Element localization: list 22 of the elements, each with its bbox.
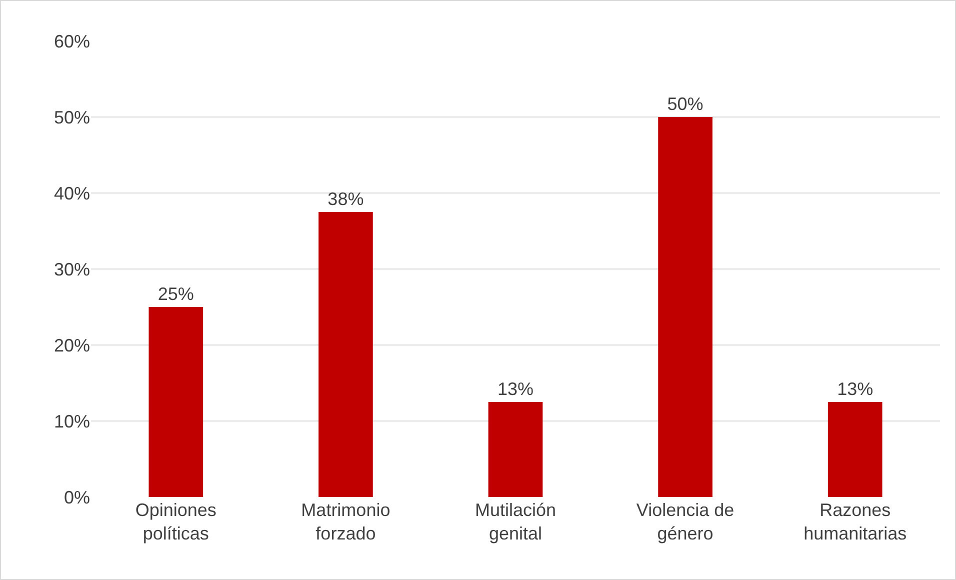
bar — [488, 402, 543, 497]
y-tick-label: 20% — [54, 335, 90, 356]
y-tick-label: 40% — [54, 183, 90, 204]
y-tick-label: 60% — [54, 31, 90, 52]
y-tick-label: 0% — [64, 487, 90, 508]
x-tick-label: Violencia de género — [636, 500, 734, 544]
bar — [148, 307, 204, 497]
x-tick-label: Opiniones políticas — [135, 500, 216, 544]
y-tick-label: 50% — [54, 107, 90, 128]
data-label: 13% — [497, 379, 534, 399]
bar — [828, 402, 882, 497]
data-label: 13% — [837, 379, 874, 399]
x-tick-label: Matrimonio forzado — [301, 500, 390, 544]
data-label: 38% — [328, 189, 364, 209]
x-tick-label: Razones humanitarias — [804, 500, 907, 544]
bar — [318, 212, 373, 497]
bar — [658, 117, 712, 497]
y-tick-label: 10% — [54, 411, 90, 432]
data-label: 25% — [158, 284, 194, 304]
y-tick-label: 30% — [54, 259, 90, 280]
data-label: 50% — [667, 94, 704, 114]
x-tick-label: Mutilación genital — [474, 500, 556, 544]
